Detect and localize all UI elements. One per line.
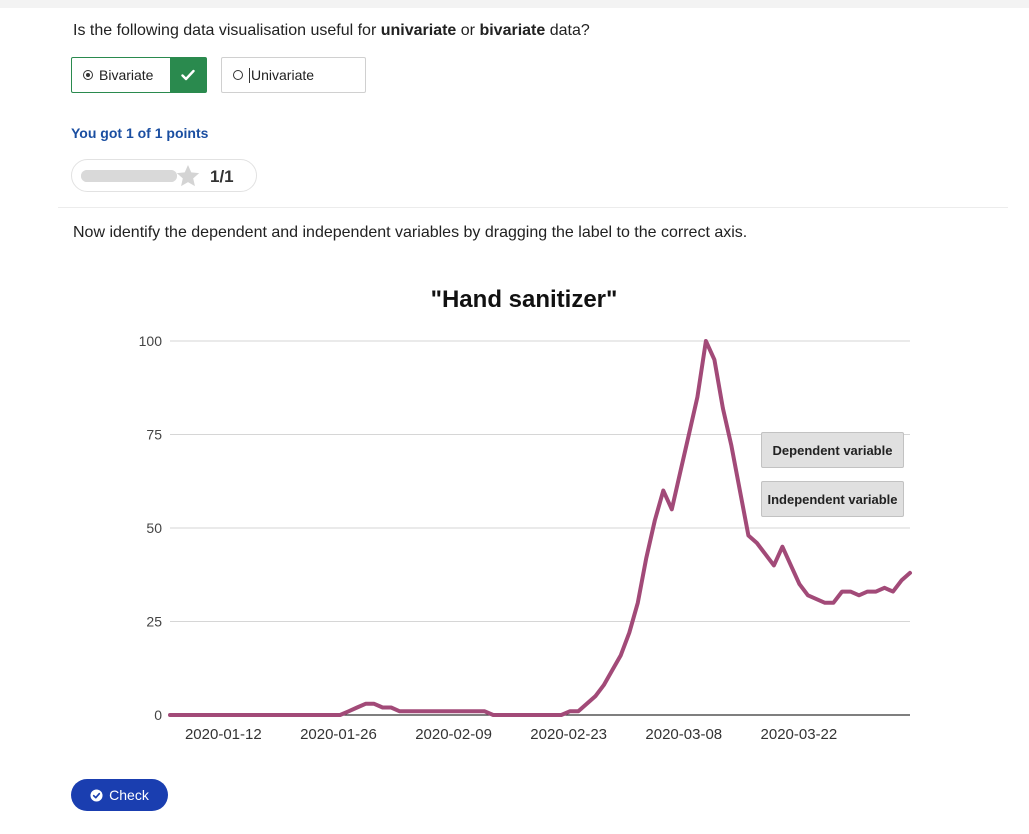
y-tick-label: 0	[154, 707, 162, 723]
y-tick-label: 50	[146, 520, 162, 536]
text-cursor	[249, 67, 250, 83]
x-tick-label: 2020-03-22	[761, 726, 838, 743]
option-bivariate[interactable]: Bivariate	[71, 57, 207, 93]
question-1-suffix: data?	[545, 22, 590, 39]
score-text: You got 1 of 1 points	[71, 125, 209, 141]
option-bivariate-label: Bivariate	[99, 67, 154, 83]
option-univariate[interactable]: Univariate	[221, 57, 366, 93]
chart-title: "Hand sanitizer"	[430, 286, 618, 313]
section-divider	[58, 207, 1008, 208]
radio-selected-icon[interactable]	[83, 70, 93, 80]
radio-unselected-icon[interactable]	[233, 70, 243, 80]
independent-variable-label[interactable]: Independent variable	[761, 481, 904, 517]
progress-bar	[81, 170, 177, 182]
score-progress: 1/1	[71, 159, 257, 192]
progress-fill	[81, 170, 177, 182]
series-line	[168, 339, 912, 717]
x-tick-label: 2020-03-08	[645, 726, 722, 743]
question-1-bold-bivariate: bivariate	[479, 22, 546, 39]
x-tick-label: 2020-02-23	[530, 726, 607, 743]
x-tick-label: 2020-02-09	[415, 726, 492, 743]
question-1-bold-univariate: univariate	[380, 22, 457, 39]
x-tick-label: 2020-01-26	[300, 726, 377, 743]
dependent-variable-label[interactable]: Dependent variable	[761, 432, 904, 468]
y-tick-label: 25	[146, 614, 162, 630]
star-icon	[176, 164, 200, 187]
y-tick-label: 75	[146, 427, 162, 443]
question-1: Is the following data visualisation usef…	[73, 22, 590, 40]
question-2: Now identify the dependent and independe…	[73, 224, 748, 241]
x-tick-label: 2020-01-12	[185, 726, 262, 743]
check-button[interactable]: Check	[71, 779, 168, 811]
top-bar	[0, 0, 1029, 8]
y-tick-label: 100	[139, 333, 163, 349]
correct-check-icon	[170, 58, 206, 92]
progress-label: 1/1	[210, 167, 234, 186]
question-1-middle: or	[456, 22, 480, 39]
option-univariate-label: Univariate	[251, 67, 315, 83]
check-circle-icon	[90, 788, 103, 802]
check-button-label: Check	[109, 787, 149, 803]
question-1-prefix: Is the following data visualisation usef…	[73, 22, 381, 39]
